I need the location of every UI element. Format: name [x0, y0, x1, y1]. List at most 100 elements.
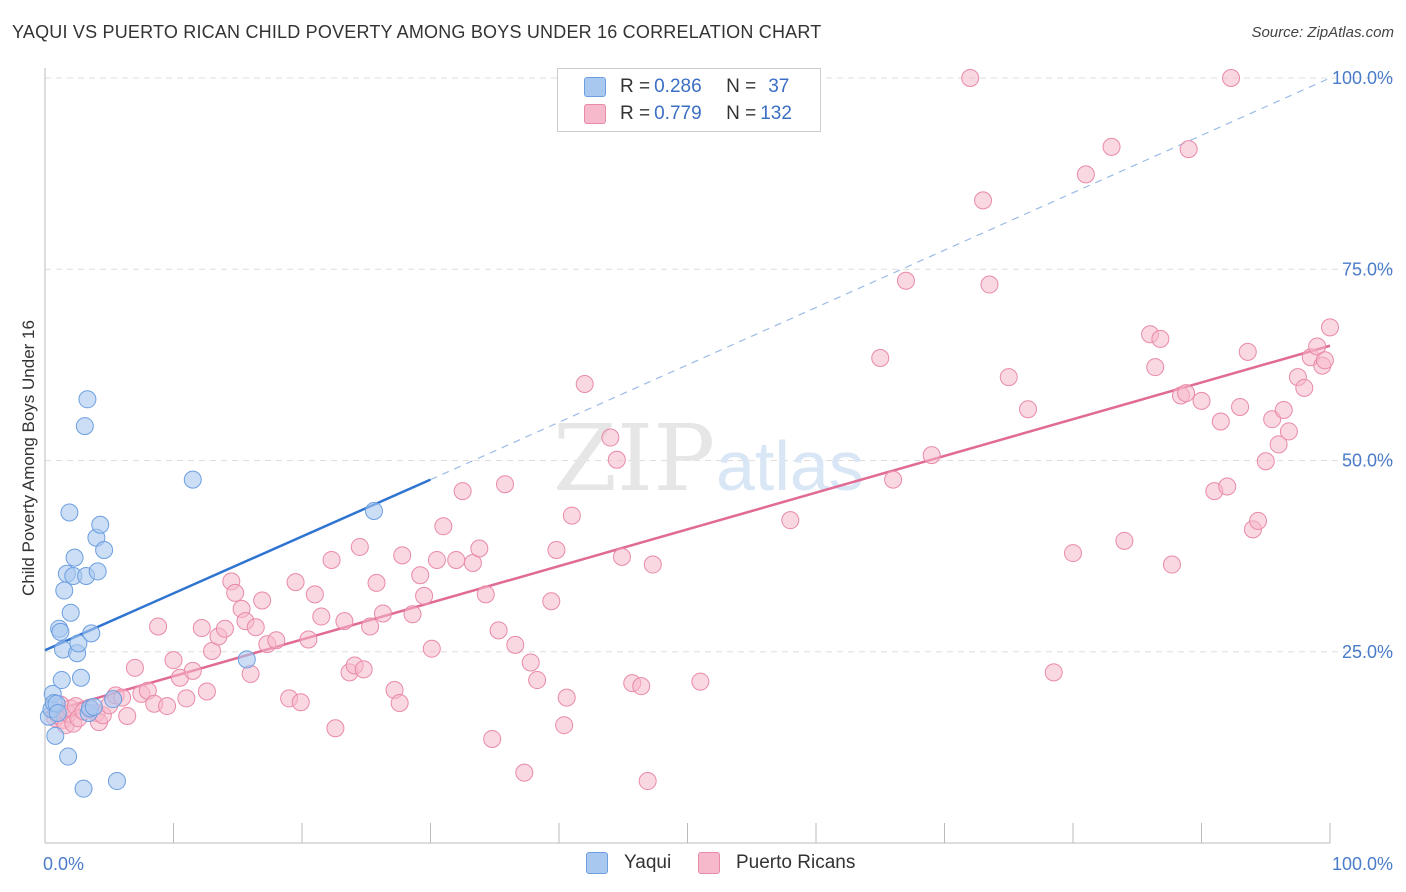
point-puerto-ricans — [884, 470, 903, 489]
point-puerto-ricans — [542, 592, 561, 611]
legend-r-label: R = — [620, 76, 651, 97]
point-puerto-ricans — [415, 586, 434, 605]
point-puerto-ricans — [607, 450, 626, 469]
point-puerto-ricans — [547, 541, 566, 560]
point-puerto-ricans — [974, 191, 993, 210]
data-points — [39, 69, 1339, 798]
point-puerto-ricans — [781, 511, 800, 530]
point-puerto-ricans — [1064, 544, 1082, 563]
legend-row-yaqui: R = 0.286 N = 37 — [558, 74, 789, 100]
point-puerto-ricans — [192, 619, 211, 638]
point-puerto-ricans — [246, 618, 265, 637]
point-puerto-ricans — [1222, 69, 1241, 87]
point-puerto-ricans — [305, 585, 324, 604]
point-puerto-ricans — [118, 707, 137, 726]
point-yaqui — [364, 501, 383, 520]
y-tick-label: 75.0% — [1342, 259, 1393, 279]
point-puerto-ricans — [515, 763, 534, 782]
point-puerto-ricans — [575, 375, 594, 393]
point-yaqui — [69, 634, 88, 653]
axis-labels: 25.0% 50.0% 75.0% 100.0% 0.0% 100.0% Child Pov… — [19, 68, 1393, 874]
axes — [44, 68, 1331, 844]
point-puerto-ricans — [197, 682, 216, 701]
point-puerto-ricans — [267, 631, 286, 650]
point-puerto-ricans — [453, 482, 472, 501]
point-yaqui — [59, 747, 78, 766]
point-puerto-ricans — [489, 621, 508, 640]
point-puerto-ricans — [312, 607, 331, 626]
point-puerto-ricans — [999, 368, 1018, 387]
point-puerto-ricans — [403, 605, 422, 624]
point-yaqui — [88, 562, 107, 581]
point-puerto-ricans — [335, 612, 354, 631]
point-puerto-ricans — [291, 693, 310, 712]
legend-r-value: 0.779 — [654, 103, 702, 124]
point-puerto-ricans — [632, 677, 651, 696]
point-puerto-ricans — [1231, 397, 1250, 416]
point-puerto-ricans — [1269, 435, 1288, 454]
watermark-zip: ZIP — [553, 405, 715, 512]
point-yaqui — [60, 503, 79, 522]
legend-r-label: R = — [620, 103, 651, 124]
point-puerto-ricans — [1192, 391, 1211, 410]
point-puerto-ricans — [691, 672, 710, 691]
point-puerto-ricans — [871, 348, 890, 367]
point-yaqui — [74, 779, 93, 798]
point-puerto-ricans — [1044, 663, 1063, 682]
point-puerto-ricans — [521, 653, 540, 672]
point-puerto-ricans — [149, 617, 168, 636]
point-yaqui — [51, 622, 70, 641]
point-puerto-ricans — [601, 428, 620, 447]
point-puerto-ricans — [896, 271, 915, 290]
gridlines — [45, 77, 1395, 653]
point-yaqui — [71, 668, 90, 687]
y-tick-label: 25.0% — [1342, 642, 1393, 662]
point-puerto-ricans — [367, 573, 386, 592]
y-tick-label: 50.0% — [1342, 451, 1393, 471]
point-puerto-ricans — [158, 697, 177, 716]
bottom-legend-swatch-puerto-ricans — [698, 852, 720, 874]
legend-box: R = 0.286 N = 37 R = 0.779 N = 132 — [557, 68, 821, 132]
point-puerto-ricans — [557, 688, 576, 707]
point-puerto-ricans — [612, 547, 631, 566]
bottom-legend-yaqui: Yaqui — [586, 852, 671, 874]
point-puerto-ricans — [562, 506, 581, 525]
point-puerto-ricans — [1151, 329, 1170, 348]
point-puerto-ricans — [483, 729, 502, 748]
point-puerto-ricans — [1279, 422, 1298, 441]
point-puerto-ricans — [1295, 378, 1314, 397]
bottom-legend-swatch-yaqui — [586, 852, 608, 874]
point-yaqui — [104, 690, 123, 709]
point-puerto-ricans — [1274, 401, 1293, 420]
point-puerto-ricans — [1177, 384, 1196, 403]
point-puerto-ricans — [1076, 165, 1095, 184]
point-puerto-ricans — [1115, 531, 1134, 550]
point-puerto-ricans — [177, 689, 196, 708]
point-yaqui — [55, 581, 74, 600]
point-puerto-ricans — [125, 658, 144, 677]
legend-n-label: N = — [726, 76, 757, 97]
point-puerto-ricans — [476, 585, 495, 604]
legend-n-value: 37 — [768, 76, 790, 97]
point-yaqui — [107, 772, 126, 791]
point-puerto-ricans — [322, 550, 341, 569]
point-yaqui — [82, 624, 101, 643]
point-yaqui — [84, 697, 103, 716]
point-yaqui — [95, 541, 114, 560]
point-yaqui — [52, 671, 71, 690]
point-yaqui — [48, 703, 67, 722]
point-yaqui — [237, 650, 256, 669]
point-yaqui — [78, 390, 97, 409]
x-tick-label: 0.0% — [43, 854, 84, 874]
bottom-legend-label-yaqui: Yaqui — [624, 852, 672, 873]
point-puerto-ricans — [253, 591, 272, 610]
point-puerto-ricans — [1019, 400, 1038, 419]
y-tick-label: 100.0% — [1332, 68, 1393, 88]
bottom-legend-puerto-ricans: Puerto Ricans — [698, 852, 855, 874]
point-puerto-ricans — [1315, 351, 1334, 370]
point-puerto-ricans — [1308, 337, 1327, 356]
point-puerto-ricans — [470, 539, 489, 558]
point-puerto-ricans — [638, 772, 657, 791]
point-puerto-ricans — [1249, 511, 1268, 530]
point-puerto-ricans — [354, 660, 373, 679]
